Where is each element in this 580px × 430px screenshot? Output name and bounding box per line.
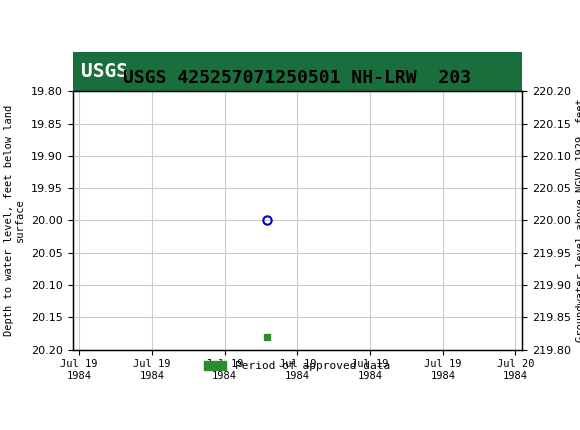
Text: USGS: USGS bbox=[81, 62, 129, 81]
Legend: Period of approved data: Period of approved data bbox=[200, 356, 395, 376]
Y-axis label: Depth to water level, feet below land
surface: Depth to water level, feet below land su… bbox=[3, 105, 26, 336]
Y-axis label: Groundwater level above NGVD 1929, feet: Groundwater level above NGVD 1929, feet bbox=[577, 98, 580, 342]
Title: USGS 425257071250501 NH-LRW  203: USGS 425257071250501 NH-LRW 203 bbox=[123, 69, 471, 87]
